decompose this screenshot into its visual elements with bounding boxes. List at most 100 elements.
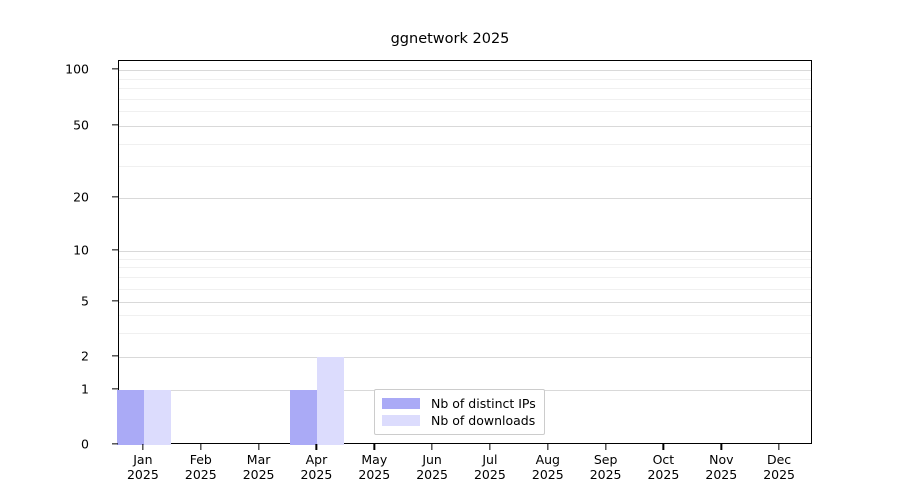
x-axis-tick-year: 2025 <box>300 467 333 482</box>
y-axis-tick-mark <box>112 124 118 126</box>
x-axis-tick-mark <box>142 444 144 450</box>
x-axis-tick-month: Jan <box>133 452 153 467</box>
x-axis-tick-month: Dec <box>766 452 792 467</box>
x-axis-tick-month: Mar <box>246 452 271 467</box>
x-axis-tick-label: Jul 2025 <box>474 452 506 482</box>
gridline-minor <box>119 332 811 334</box>
x-axis-tick-month: Nov <box>709 452 734 467</box>
x-axis-tick-mark <box>489 444 491 450</box>
y-axis-tick-mark <box>112 196 118 198</box>
y-axis-tick-mark <box>112 443 118 445</box>
x-axis-tick-label: Dec 2025 <box>763 452 795 482</box>
x-axis-tick-month: Oct <box>652 452 675 467</box>
x-axis-tick-mark <box>257 444 260 450</box>
x-axis-tick-label: Aug 2025 <box>532 452 564 482</box>
x-axis-tick-mark <box>431 444 433 450</box>
gridline-minor <box>119 98 811 100</box>
x-axis-tick-month: Sep <box>593 452 618 467</box>
x-axis-tick-mark <box>547 444 549 450</box>
y-axis-tick-mark <box>112 355 118 357</box>
gridline-minor <box>119 166 811 168</box>
x-axis-tick-mark <box>373 444 375 450</box>
y-axis-tick-mark <box>112 249 118 251</box>
x-axis-tick-label: Feb 2025 <box>185 452 217 482</box>
y-axis-tick-label: 50 <box>73 117 89 133</box>
x-axis-tick-year: 2025 <box>705 467 738 482</box>
bar <box>143 390 171 445</box>
gridline-minor <box>119 111 811 113</box>
legend-swatch <box>382 415 420 426</box>
x-axis-tick-month: May <box>361 452 388 467</box>
x-axis-tick-year: 2025 <box>126 467 159 482</box>
x-axis-tick-year: 2025 <box>184 467 217 482</box>
x-axis-tick-label: Oct 2025 <box>647 452 679 482</box>
legend-label: Nb of distinct IPs <box>431 396 536 411</box>
x-axis-tick-mark <box>662 444 665 450</box>
gridline-major <box>119 251 811 252</box>
gridline-minor <box>119 302 811 303</box>
bar <box>317 357 345 445</box>
x-axis-tick-year: 2025 <box>647 467 680 482</box>
gridline-minor <box>119 357 811 358</box>
x-axis-tick-month: Jul <box>482 452 498 467</box>
legend-label: Nb of downloads <box>431 413 536 428</box>
plot-area <box>116 60 812 445</box>
y-axis-tick-label: 20 <box>73 189 89 205</box>
y-axis-tick-mark <box>112 388 118 390</box>
gridline-major <box>119 126 811 127</box>
x-axis-tick-label: Nov 2025 <box>705 452 737 482</box>
chart-legend: Nb of distinct IPs Nb of downloads <box>374 389 545 435</box>
gridline-minor <box>119 88 811 89</box>
bar <box>116 390 144 445</box>
x-axis-tick-mark <box>778 444 780 450</box>
y-axis-tick-mark <box>112 300 118 302</box>
gridline-major <box>119 198 811 199</box>
gridline-major <box>119 70 811 71</box>
legend-swatch <box>382 398 420 409</box>
gridline-minor <box>119 126 811 127</box>
x-axis-tick-year: 2025 <box>763 467 795 482</box>
y-axis-tick-mark <box>112 68 118 70</box>
x-axis-tick-month: Aug <box>535 452 560 467</box>
x-axis-tick-month: Apr <box>305 452 328 467</box>
x-axis-tick-mark <box>315 444 318 450</box>
gridline-minor <box>119 277 811 279</box>
x-axis-tick-year: 2025 <box>589 467 622 482</box>
x-axis-tick-year: 2025 <box>473 467 506 482</box>
x-axis-tick-year: 2025 <box>531 467 564 482</box>
x-axis-tick-year: 2025 <box>416 467 448 482</box>
x-axis-tick-month: Jun <box>422 452 442 467</box>
y-axis-tick-label: 5 <box>81 293 89 309</box>
gridline-major <box>119 357 811 358</box>
y-axis-tick-label: 100 <box>65 61 89 77</box>
gridline-major <box>119 302 811 303</box>
x-axis-tick-label: Jan 2025 <box>127 452 159 482</box>
y-axis-tick-label: 2 <box>81 348 89 364</box>
x-axis-tick-mark <box>720 444 722 450</box>
x-axis-tick-label: Sep 2025 <box>590 452 622 482</box>
y-axis-tick-label: 10 <box>73 242 89 258</box>
x-axis-tick-label: May 2025 <box>358 452 390 482</box>
gridline-minor <box>119 258 811 260</box>
y-axis-tick-label: 1 <box>81 381 89 397</box>
x-axis-tick-label: Mar 2025 <box>243 452 275 482</box>
legend-item: Nb of distinct IPs <box>382 395 536 412</box>
gridline-minor <box>119 315 811 317</box>
x-axis-tick-label: Jun 2025 <box>416 452 448 482</box>
bar <box>290 390 318 445</box>
gridline-minor <box>119 198 811 199</box>
gridline-minor <box>119 288 811 290</box>
x-axis-tick-mark <box>604 444 607 450</box>
x-axis-tick-label: Apr 2025 <box>300 452 332 482</box>
gridline-minor <box>119 143 811 145</box>
y-axis-tick-label: 0 <box>81 436 89 452</box>
x-axis-tick-mark <box>200 444 202 450</box>
legend-item: Nb of downloads <box>382 412 536 429</box>
gridline-minor <box>119 78 811 80</box>
x-axis-tick-month: Feb <box>189 452 212 467</box>
gridlines <box>119 61 811 443</box>
chart-title: ggnetwork 2025 <box>390 31 510 47</box>
gridline-minor <box>119 267 811 269</box>
x-axis-tick-year: 2025 <box>358 467 391 482</box>
